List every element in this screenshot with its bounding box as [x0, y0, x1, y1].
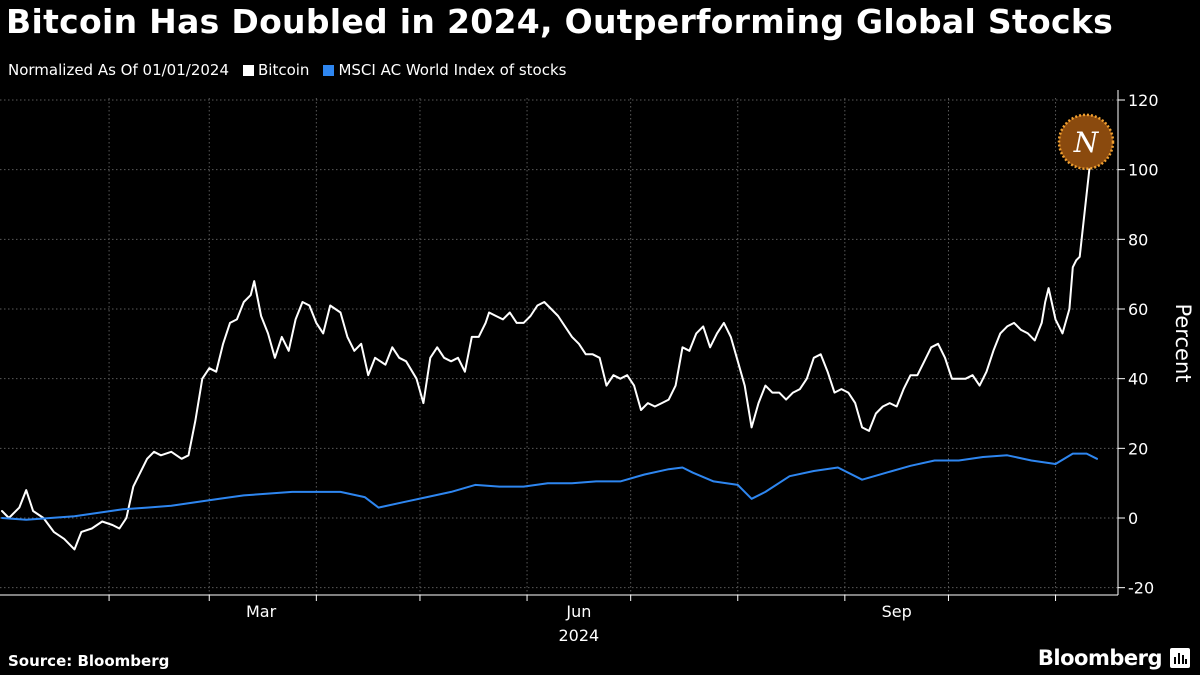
bloomberg-bars-icon — [1174, 653, 1187, 664]
bloomberg-chart-icon — [1170, 648, 1190, 668]
y-tick-label: 0 — [1128, 509, 1138, 528]
legend-swatch-bitcoin — [243, 64, 254, 76]
chart-title: Bitcoin Has Doubled in 2024, Outperformi… — [6, 2, 1114, 41]
x-tick-label: Sep — [882, 602, 912, 621]
y-tick-label: 100 — [1128, 161, 1159, 180]
y-axis-title: Percent — [1171, 303, 1195, 382]
subtitle: Normalized As Of 01/01/2024 — [8, 61, 229, 79]
chart-subtitle-legend: Normalized As Of 01/01/2024 Bitcoin MSCI… — [8, 61, 567, 79]
y-tick-label: 80 — [1128, 230, 1148, 249]
bloomberg-logo: Bloomberg — [1038, 646, 1190, 670]
annotation-label: N — [1073, 126, 1100, 159]
y-tick-label: 60 — [1128, 300, 1148, 319]
y-tick-label: 20 — [1128, 439, 1148, 458]
legend-label-msci: MSCI AC World Index of stocks — [338, 61, 567, 79]
y-tick-label: -20 — [1128, 579, 1154, 598]
series-line-msci — [1, 452, 1098, 521]
x-tick-label: Jun — [565, 602, 591, 621]
source-note: Source: Bloomberg — [8, 652, 170, 670]
y-tick-label: 40 — [1128, 370, 1148, 389]
legend-item-msci: MSCI AC World Index of stocks — [323, 61, 567, 79]
x-year-label: 2024 — [559, 626, 600, 645]
legend-swatch-msci — [323, 64, 335, 76]
y-tick-label: 120 — [1128, 91, 1159, 110]
legend-item-bitcoin: Bitcoin — [243, 61, 309, 79]
series-line-bitcoin — [1, 151, 1098, 551]
brand-name: Bloomberg — [1037, 646, 1163, 670]
annotation-badge — [1057, 113, 1115, 171]
x-tick-label: Mar — [246, 602, 277, 621]
legend-label-bitcoin: Bitcoin — [258, 61, 310, 79]
